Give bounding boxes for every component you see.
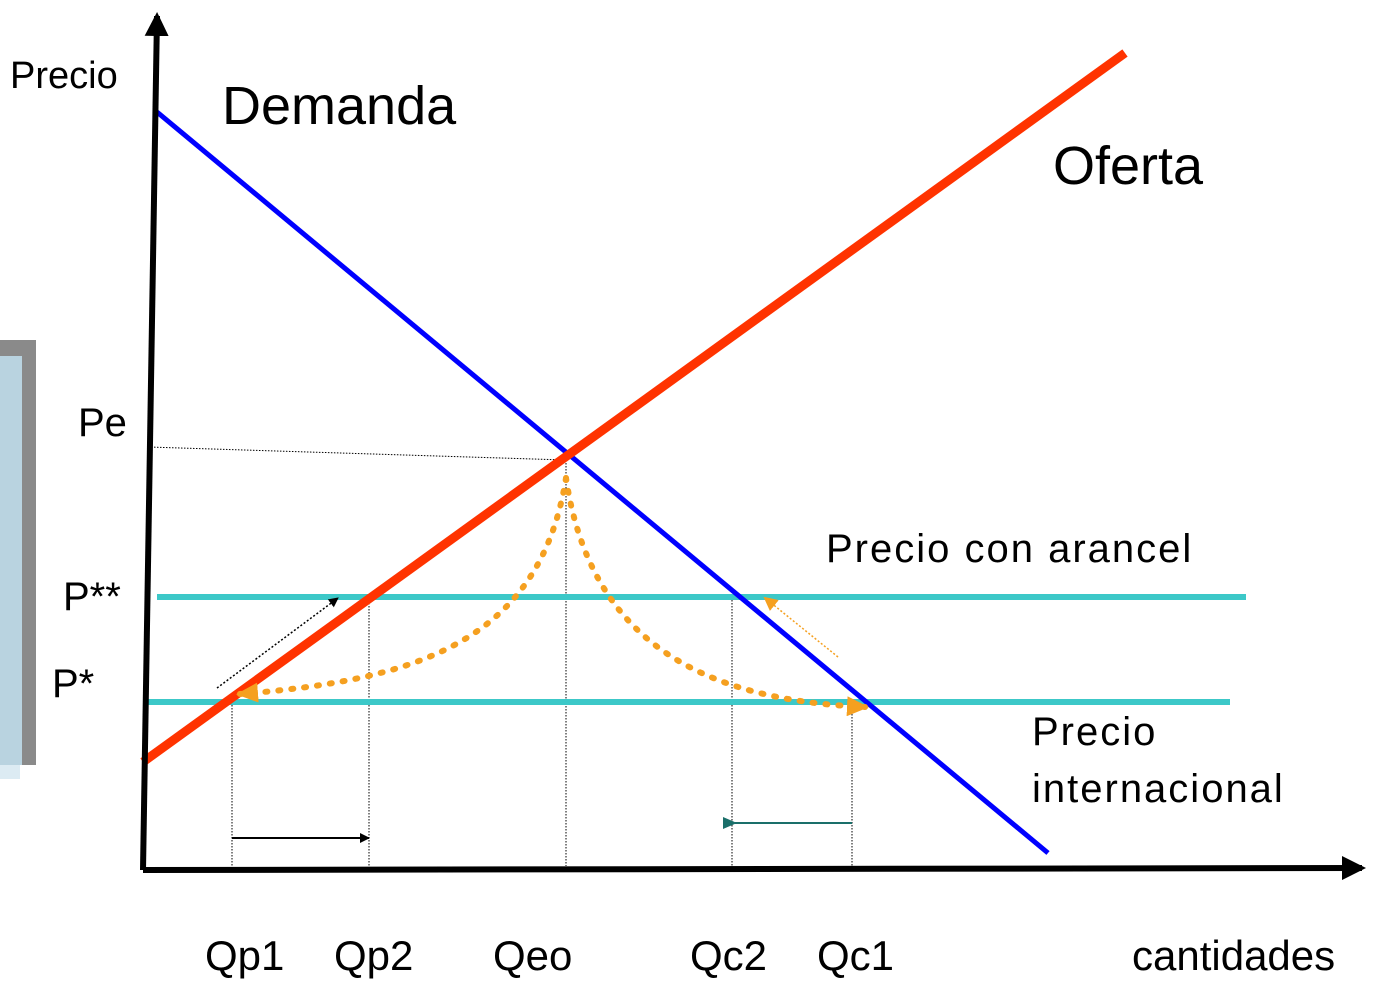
side-panel	[0, 340, 36, 779]
consumer-shift-curve	[563, 475, 869, 717]
quantity-label: Qeo	[493, 932, 572, 979]
international-label: internacional	[1032, 767, 1285, 811]
price-label: P**	[63, 575, 121, 619]
demand-curve	[155, 110, 1050, 855]
x-axis-label: cantidades	[1132, 932, 1335, 979]
y-axis	[140, 12, 169, 871]
international-label: Precio	[1032, 710, 1157, 754]
quantity-label: Qc2	[690, 932, 767, 979]
black-dotted-arrow	[216, 597, 339, 689]
price-label: P*	[52, 662, 94, 706]
demand-label: Demanda	[222, 76, 457, 136]
x-axis	[142, 856, 1366, 881]
quantity-label: Qp1	[205, 932, 284, 979]
tariff-label: Precio con arancel	[826, 527, 1193, 571]
quantity-label: Qp2	[334, 932, 413, 979]
supply-label: Oferta	[1053, 136, 1204, 196]
y-axis-label: Precio	[10, 55, 118, 97]
guide-lines	[147, 446, 853, 866]
price-label: Pe	[78, 401, 127, 445]
supply-curve	[140, 49, 1128, 766]
quantity-label: Qc1	[817, 932, 894, 979]
